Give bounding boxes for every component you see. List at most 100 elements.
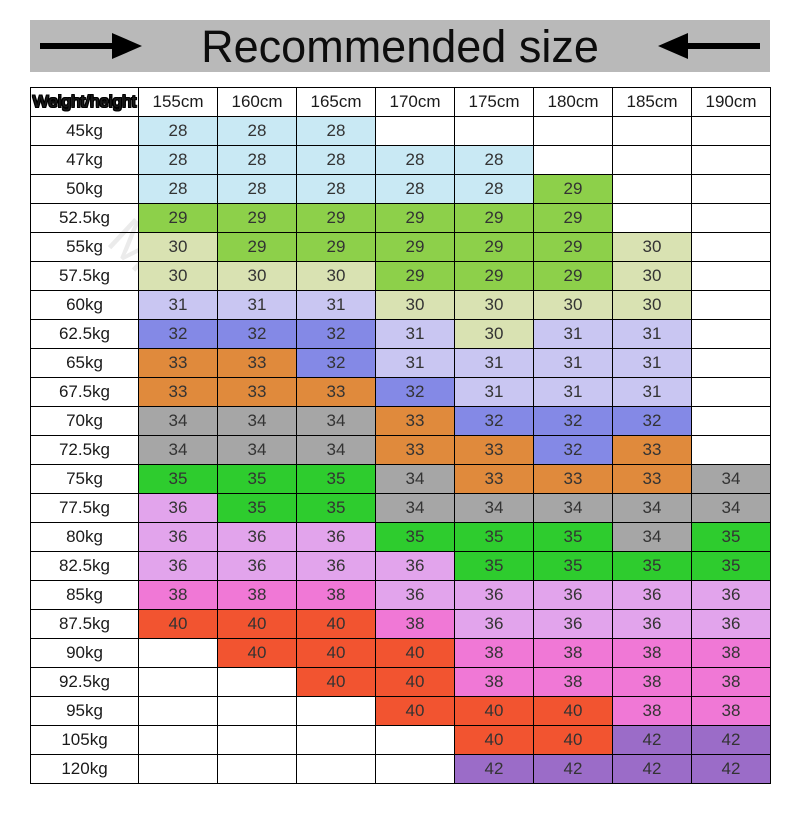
size-cell: 29: [296, 232, 376, 262]
size-cell: 33: [533, 464, 613, 494]
table-row: 65kg 33 33 32 31 31 31 31: [30, 348, 771, 378]
page: Recommended size MrsFashion Store Weight…: [0, 20, 800, 820]
size-cell: 38: [533, 638, 613, 668]
table-row: 105kg 40 40 42 42: [30, 725, 771, 755]
size-cell: 31: [375, 319, 455, 349]
size-cell: 36: [533, 580, 613, 610]
size-cell: 32: [138, 319, 218, 349]
size-cell: 40: [296, 638, 376, 668]
size-cell: 38: [691, 638, 771, 668]
table-row: 45kg 28 28 28: [30, 116, 771, 146]
size-cell: 31: [612, 319, 692, 349]
size-cell: 34: [375, 493, 455, 523]
empty-cell: [217, 754, 297, 784]
empty-cell: [612, 145, 692, 175]
empty-cell: [612, 116, 692, 146]
size-cell: 31: [454, 348, 534, 378]
column-header: 165cm: [296, 87, 376, 117]
size-cell: 40: [454, 696, 534, 726]
size-cell: 30: [217, 261, 297, 291]
size-cell: 38: [691, 667, 771, 697]
size-cell: 36: [454, 580, 534, 610]
size-cell: 36: [138, 522, 218, 552]
size-cell: 40: [533, 696, 613, 726]
size-cell: 32: [612, 406, 692, 436]
size-cell: 42: [454, 754, 534, 784]
weight-label: 72.5kg: [30, 435, 139, 465]
size-cell: 33: [296, 377, 376, 407]
size-cell: 40: [296, 667, 376, 697]
empty-cell: [138, 638, 218, 668]
size-cell: 36: [296, 551, 376, 581]
empty-cell: [691, 348, 771, 378]
column-header: 160cm: [217, 87, 297, 117]
size-cell: 36: [375, 580, 455, 610]
empty-cell: [691, 319, 771, 349]
size-cell: 29: [296, 203, 376, 233]
size-cell: 31: [612, 377, 692, 407]
size-cell: 31: [375, 348, 455, 378]
size-cell: 28: [138, 174, 218, 204]
weight-label: 105kg: [30, 725, 139, 755]
table-row: 95kg 40 40 40 38 38: [30, 696, 771, 726]
weight-label: 52.5kg: [30, 203, 139, 233]
page-title: Recommended size: [201, 20, 599, 72]
size-cell: 35: [454, 551, 534, 581]
empty-cell: [296, 696, 376, 726]
size-cell: 28: [375, 145, 455, 175]
size-cell: 34: [138, 406, 218, 436]
empty-cell: [217, 696, 297, 726]
size-cell: 34: [296, 435, 376, 465]
size-cell: 30: [375, 290, 455, 320]
size-cell: 40: [533, 725, 613, 755]
title-banner: Recommended size: [30, 20, 770, 72]
size-cell: 28: [454, 145, 534, 175]
size-cell: 29: [533, 203, 613, 233]
table-row: 55kg 30 29 29 29 29 29 30: [30, 232, 771, 262]
size-cell: 35: [691, 551, 771, 581]
size-cell: 30: [612, 261, 692, 291]
size-cell: 32: [217, 319, 297, 349]
weight-label: 120kg: [30, 754, 139, 784]
size-cell: 29: [375, 203, 455, 233]
column-header: 170cm: [375, 87, 455, 117]
size-cell: 28: [217, 145, 297, 175]
size-cell: 38: [217, 580, 297, 610]
size-cell: 29: [138, 203, 218, 233]
size-cell: 32: [533, 406, 613, 436]
size-cell: 36: [375, 551, 455, 581]
table-row: 50kg 28 28 28 28 28 29: [30, 174, 771, 204]
empty-cell: [691, 174, 771, 204]
empty-cell: [691, 290, 771, 320]
empty-cell: [691, 261, 771, 291]
empty-cell: [375, 116, 455, 146]
size-cell: 35: [533, 522, 613, 552]
weight-label: 45kg: [30, 116, 139, 146]
size-cell: 29: [533, 261, 613, 291]
size-cell: 33: [217, 348, 297, 378]
weight-label: 85kg: [30, 580, 139, 610]
size-cell: 29: [454, 261, 534, 291]
size-cell: 29: [533, 232, 613, 262]
column-header: 185cm: [612, 87, 692, 117]
size-cell: 38: [454, 667, 534, 697]
empty-cell: [138, 696, 218, 726]
size-cell: 34: [138, 435, 218, 465]
size-cell: 30: [296, 261, 376, 291]
corner-label: Weight/height: [30, 87, 139, 117]
size-cell: 28: [375, 174, 455, 204]
size-cell: 29: [375, 232, 455, 262]
table-row: 90kg 40 40 40 38 38 38 38: [30, 638, 771, 668]
size-cell: 36: [533, 609, 613, 639]
size-cell: 35: [375, 522, 455, 552]
size-cell: 35: [691, 522, 771, 552]
table-row: 82.5kg 36 36 36 36 35 35 35 35: [30, 551, 771, 581]
table-row: 120kg 42 42 42 42: [30, 754, 771, 784]
size-cell: 33: [375, 435, 455, 465]
size-cell: 33: [612, 435, 692, 465]
empty-cell: [691, 435, 771, 465]
empty-cell: [691, 203, 771, 233]
weight-label: 47kg: [30, 145, 139, 175]
size-cell: 30: [454, 290, 534, 320]
size-cell: 36: [138, 551, 218, 581]
